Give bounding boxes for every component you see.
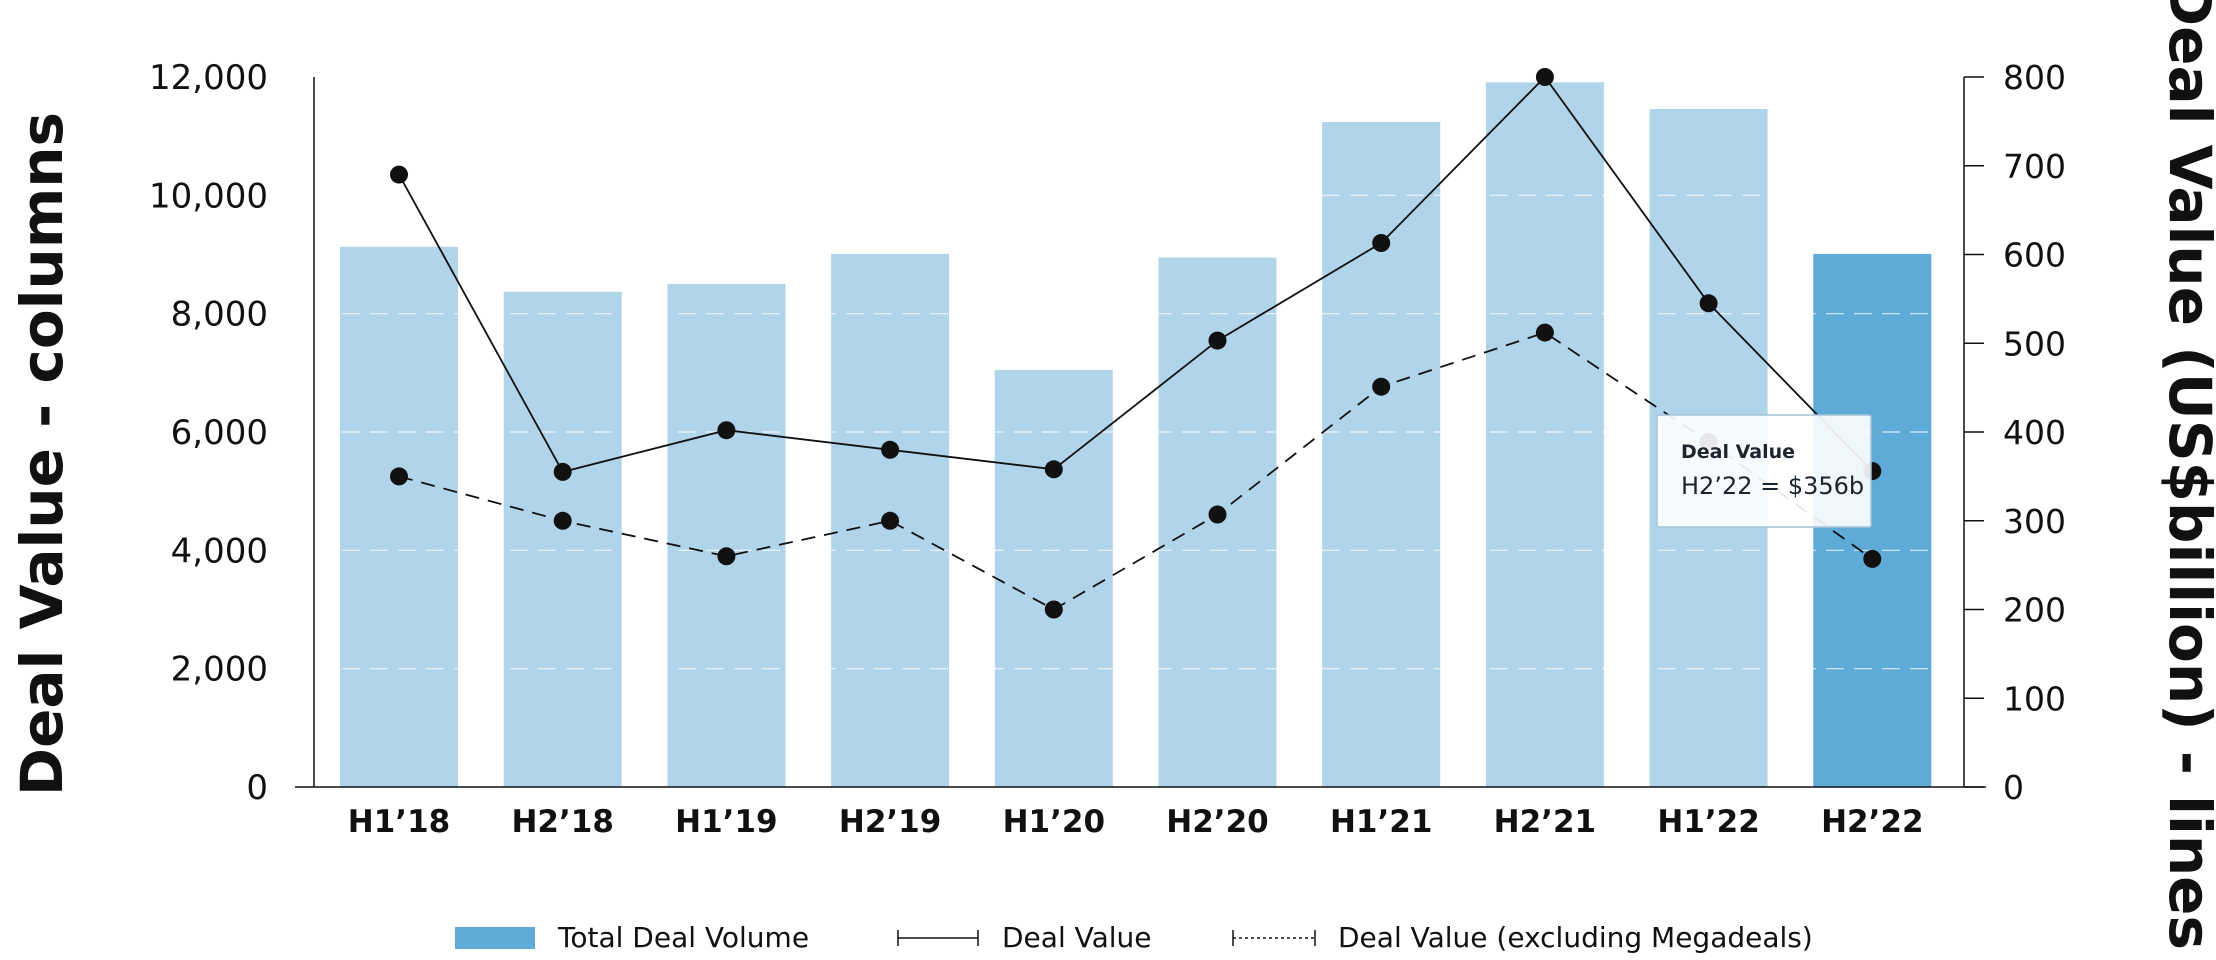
y-tick-label-left: 12,000 (149, 58, 268, 98)
series-2-point-6[interactable] (1208, 505, 1227, 524)
legend-label: Deal Value (1002, 921, 1152, 954)
x-tick-label: H1’21 (1330, 804, 1432, 840)
series-2-point-8[interactable] (1535, 323, 1554, 342)
legend-item-total-deal-volume: Total Deal Volume (455, 921, 809, 954)
tooltip-text: H2’22 = $356b (1681, 472, 1864, 500)
bar-2 (503, 291, 622, 787)
series-1-point-5[interactable] (1044, 460, 1063, 479)
series-2-point-5[interactable] (1044, 600, 1063, 619)
legend-item-deal-value: Deal Value (897, 921, 1152, 954)
y-tick-label-right: 500 (2003, 324, 2066, 363)
series-1-point-4[interactable] (881, 440, 900, 459)
x-tick-label: H2’20 (1166, 804, 1268, 840)
series-1-point-1[interactable] (390, 165, 408, 184)
x-tick-label: H2’19 (839, 804, 941, 840)
x-tick-label: H1’22 (1657, 804, 1759, 840)
y-tick-label-right: 700 (2003, 147, 2066, 186)
y-tick-label-right: 400 (2003, 413, 2066, 452)
y-tick-label-left: 0 (246, 768, 268, 808)
y-tick-label-right: 0 (2003, 768, 2024, 807)
series-1-point-9[interactable] (1699, 294, 1718, 313)
series-2-point-10[interactable] (1863, 549, 1882, 568)
legend-swatch-bar (455, 927, 535, 949)
legend-swatch-dashed-line (1232, 930, 1316, 946)
series-2-point-2[interactable] (553, 511, 572, 530)
bar-8 (1485, 82, 1604, 788)
series-1-point-6[interactable] (1208, 331, 1227, 350)
y-tick-label-left: 4,000 (171, 531, 268, 571)
series-2-point-3[interactable] (717, 547, 736, 566)
y-tick-label-right: 100 (2003, 679, 2066, 718)
y-tick-label-right: 200 (2003, 591, 2066, 630)
series-1-point-3[interactable] (717, 421, 736, 440)
series-2-point-1[interactable] (390, 467, 408, 486)
x-tick-label: H2’21 (1494, 804, 1596, 840)
legend: Total Deal Volume Deal Value Deal Value … (455, 921, 1813, 954)
tooltip-title: Deal Value (1681, 441, 1795, 463)
y-tick-label-left: 10,000 (149, 176, 268, 216)
series-2-point-7[interactable] (1372, 377, 1391, 396)
bar-7 (1322, 122, 1441, 787)
legend-item-deal-value-excl-megadeals: Deal Value (excluding Megadeals) (1232, 921, 1813, 954)
y-tick-label-left: 2,000 (171, 650, 268, 690)
y-tick-label-right: 300 (2003, 502, 2066, 541)
x-tick-label: H2’22 (1821, 804, 1923, 840)
tooltip-box (1656, 414, 1872, 528)
series-2-point-4[interactable] (881, 511, 900, 530)
series-1-point-2[interactable] (553, 462, 572, 481)
legend-swatch-solid-line (897, 930, 979, 946)
bar-3 (667, 284, 786, 787)
tooltip: Deal Value H2’22 = $356b (1656, 414, 1872, 528)
x-tick-label: H1’20 (1003, 804, 1105, 840)
y-tick-label-left: 6,000 (171, 413, 268, 453)
series-line-2 (398, 331, 1873, 611)
x-tick-label: H1’19 (675, 804, 777, 840)
gridlines-layer (314, 194, 1964, 670)
bar-1 (340, 246, 458, 788)
y-tick-label-left: 8,000 (171, 295, 268, 335)
x-tick-label: H1’18 (348, 804, 450, 840)
series-1-point-8[interactable] (1535, 68, 1554, 86)
y-tick-label-right: 600 (2003, 236, 2066, 275)
y-tick-label-right: 800 (2003, 58, 2066, 97)
axes-layer: 0 2,000 4,000 6,000 8,000 10,000 12,000 0 100 200… (149, 58, 2066, 840)
y-axis-title-right: Deal Value (US$billion) - lines (2156, 0, 2216, 950)
series-1-point-7[interactable] (1372, 234, 1391, 252)
y-axis-title-left: Deal Value - columns (8, 112, 76, 796)
x-tick-label: H2’18 (511, 804, 613, 840)
series-line-1 (398, 75, 1873, 473)
legend-label: Total Deal Volume (557, 921, 809, 954)
legend-label: Deal Value (excluding Megadeals) (1338, 921, 1813, 954)
